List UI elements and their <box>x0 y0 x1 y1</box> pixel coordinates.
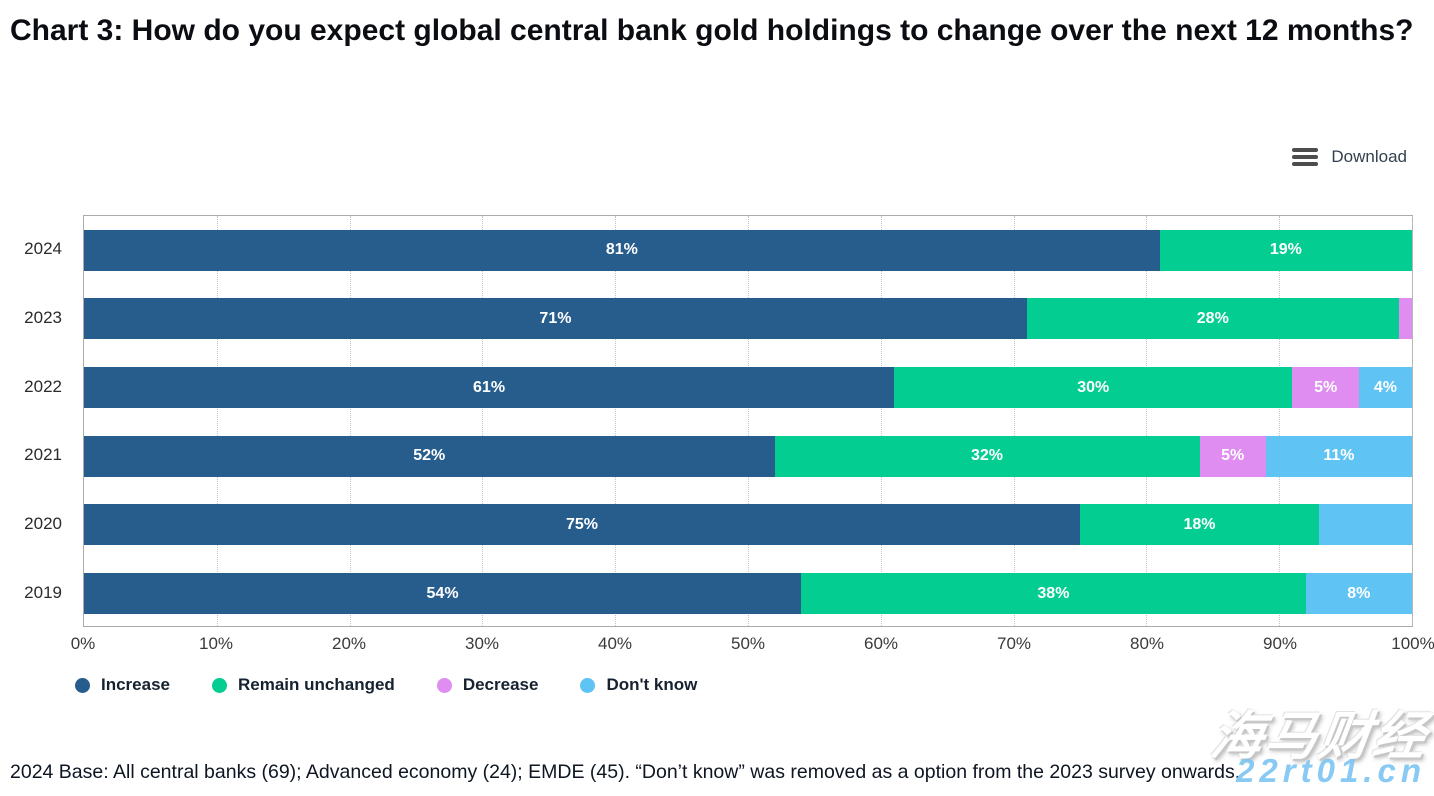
download-button[interactable]: Download <box>1292 147 1407 167</box>
legend-swatch-increase <box>75 677 90 693</box>
plot-area: 81% 19% 71% 28% 61% 30% 5% 4% 52% 32% 5% 11% 75% 18% 5… <box>83 215 1413 627</box>
x-axis-tick: 0% <box>70 634 96 653</box>
bar-value-label: 28% <box>1196 309 1229 327</box>
legend-label: Remain unchanged <box>238 675 395 694</box>
download-label: Download <box>1331 147 1407 166</box>
x-axis-tick: 50% <box>730 634 766 653</box>
bar-segment-remain-unchanged[interactable]: 32% <box>774 435 1200 477</box>
bar-value-label: 19% <box>1269 241 1302 259</box>
bar-row-2022: 61% 30% 5% 4% <box>84 353 1412 422</box>
legend-swatch-decrease <box>436 677 452 693</box>
x-axis-tick: 30% <box>464 634 500 653</box>
bar-segment-don-t-know[interactable]: 8% <box>1305 573 1412 615</box>
stacked-bar-2019: 54% 38% 8% <box>84 573 1412 615</box>
bar-value-label: 8% <box>1347 584 1371 602</box>
gridline <box>1146 216 1148 626</box>
x-axis-tick: 40% <box>597 634 633 653</box>
x-axis-tick: 90% <box>1262 634 1298 653</box>
bar-value-label: 54% <box>426 584 459 602</box>
gridline <box>349 216 351 626</box>
footnote: 2024 Base: All central banks (69); Advan… <box>10 761 1241 783</box>
bar-segment-remain-unchanged[interactable]: 38% <box>801 573 1306 615</box>
bar-segment-decrease[interactable]: 5% <box>1292 367 1359 409</box>
bar-row-2019: 54% 38% 8% <box>84 559 1412 628</box>
legend-item-don-t-know[interactable]: Don't know <box>580 675 697 695</box>
bar-value-label: 38% <box>1037 584 1070 602</box>
bar-segment-don-t-know[interactable]: 4% <box>1358 367 1412 409</box>
legend: Increase Remain unchanged Decrease Don't kn… <box>75 675 697 695</box>
bar-segment-increase[interactable]: 54% <box>84 573 802 615</box>
legend-item-increase[interactable]: Increase <box>75 675 170 695</box>
gridline <box>482 216 484 626</box>
x-axis-tick: 70% <box>996 634 1032 653</box>
stacked-bar-2024: 81% 19% <box>84 229 1412 271</box>
bar-value-label: 4% <box>1373 378 1397 396</box>
legend-label: Decrease <box>462 675 539 694</box>
y-axis-label-2023: 2023 <box>24 307 62 327</box>
stacked-bar-2023: 71% 28% <box>84 298 1412 340</box>
gridline <box>1279 216 1281 626</box>
bar-value-label: 71% <box>539 309 572 327</box>
y-axis-label-2022: 2022 <box>24 376 62 396</box>
bar-value-label: 61% <box>473 378 506 396</box>
menu-icon <box>1292 148 1319 166</box>
gridline <box>1013 216 1015 626</box>
legend-label: Don't know <box>606 675 698 694</box>
legend-item-remain-unchanged[interactable]: Remain unchanged <box>212 675 395 695</box>
stacked-bar-2021: 52% 32% 5% 11% <box>84 435 1412 477</box>
gridline <box>216 216 218 626</box>
bar-segment-don-t-know[interactable]: 11% <box>1265 435 1412 477</box>
bar-segment-decrease[interactable] <box>1398 298 1412 340</box>
bar-value-label: 32% <box>971 447 1004 465</box>
gridline <box>880 216 882 626</box>
y-axis-label-2021: 2021 <box>24 445 62 465</box>
bar-value-label: 75% <box>565 515 599 533</box>
bar-segment-increase[interactable]: 71% <box>84 298 1027 340</box>
bar-value-label: 5% <box>1314 378 1338 396</box>
x-axis-tick: 60% <box>863 634 899 653</box>
x-axis-tick: 100% <box>1391 634 1434 653</box>
legend-item-decrease[interactable]: Decrease <box>436 675 539 695</box>
legend-swatch-remain-unchanged <box>212 677 227 693</box>
bar-segment-increase[interactable]: 52% <box>84 435 775 477</box>
y-axis-label-2019: 2019 <box>24 582 62 602</box>
bar-segment-remain-unchanged[interactable]: 30% <box>894 367 1293 409</box>
bar-segment-remain-unchanged[interactable]: 28% <box>1026 298 1399 340</box>
legend-swatch-don-t-know <box>580 677 596 693</box>
bar-segment-decrease[interactable]: 5% <box>1199 435 1266 477</box>
bar-row-2023: 71% 28% <box>84 285 1412 354</box>
bar-segment-increase[interactable]: 75% <box>84 504 1080 546</box>
bar-segment-don-t-know[interactable] <box>1319 504 1412 546</box>
gridline <box>615 216 617 626</box>
bar-segment-increase[interactable]: 61% <box>84 367 895 409</box>
bar-row-2024: 81% 19% <box>84 216 1412 285</box>
x-axis-tick: 20% <box>331 634 367 653</box>
stacked-bar-2020: 75% 18% <box>84 504 1412 546</box>
y-axis-label-2024: 2024 <box>24 239 62 259</box>
bar-value-label: 30% <box>1077 378 1110 396</box>
bar-segment-remain-unchanged[interactable]: 18% <box>1080 504 1320 546</box>
gridline <box>1412 216 1413 626</box>
bar-row-2021: 52% 32% 5% 11% <box>84 422 1412 491</box>
stacked-bar-2022: 61% 30% 5% 4% <box>84 367 1412 409</box>
x-axis-tick: 80% <box>1129 634 1165 653</box>
y-axis-label-2020: 2020 <box>24 513 62 533</box>
page-title: Chart 3: How do you expect global centra… <box>10 14 1414 47</box>
bar-value-label: 18% <box>1183 515 1216 533</box>
bar-row-2020: 75% 18% <box>84 491 1412 560</box>
legend-label: Increase <box>101 675 170 694</box>
bar-value-label: 81% <box>605 241 638 259</box>
bar-value-label: 11% <box>1323 447 1355 465</box>
y-axis: 2024 2023 2022 2021 2020 2019 <box>0 215 83 627</box>
watermark-text: 海马财经 <box>1207 708 1432 766</box>
x-axis-tick: 10% <box>198 634 234 653</box>
bar-value-label: 52% <box>413 447 446 465</box>
bar-value-label: 5% <box>1221 447 1245 465</box>
gridline <box>748 216 749 626</box>
x-axis: 0% 10% 20% 30% 40% 50% 60% 70% 80% 90% 100% <box>71 634 1434 658</box>
bar-segment-remain-unchanged[interactable]: 19% <box>1159 229 1412 271</box>
bar-segment-increase[interactable]: 81% <box>84 229 1160 271</box>
